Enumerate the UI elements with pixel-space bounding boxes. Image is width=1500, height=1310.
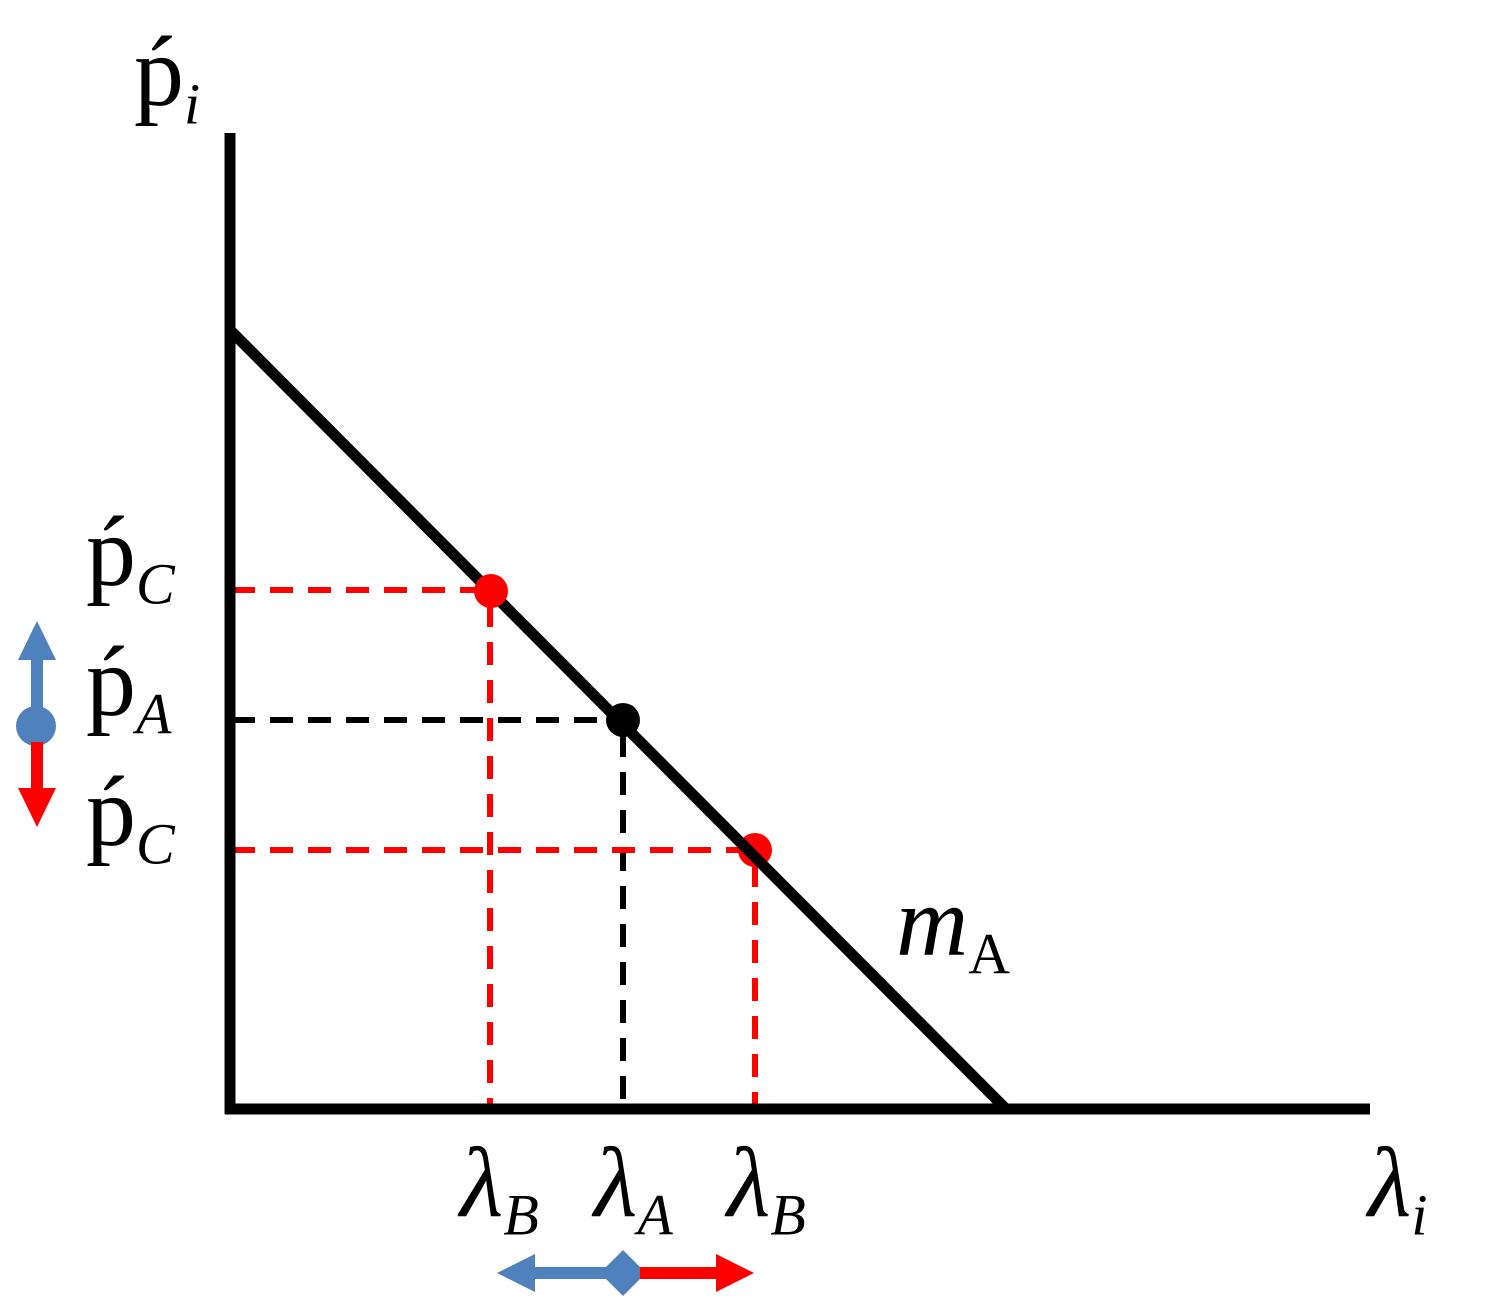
y-tick-pa: ṕA [86,632,171,744]
tick-symbol: ṕ [86,626,136,737]
tick-subscript: B [503,1182,539,1248]
y-tick-pc-lower: ṕC [86,762,175,874]
x-tick-lambda-a: λA [594,1133,673,1245]
lambda-diamond [600,1250,646,1296]
tick-symbol: λ [460,1127,504,1238]
tick-subscript: A [637,1182,673,1248]
y-axis-title: ṕi [134,22,200,134]
price-dot [16,706,56,746]
x-tick-lambda-b-left: λB [460,1133,539,1245]
point-c-upper [474,574,508,608]
tick-subscript: C [136,551,175,617]
x-axis-title: λi [1368,1133,1427,1245]
tick-symbol: ṕ [86,756,136,867]
lambda-shift-indicator [497,1250,754,1296]
tick-symbol: λ [727,1127,771,1238]
x-tick-lambda-b-right: λB [727,1133,806,1245]
x-axis-title-subscript: i [1411,1182,1428,1248]
tick-symbol: λ [594,1127,638,1238]
line-label-subscript: A [968,921,1011,987]
y-tick-pc-upper: ṕC [86,502,175,614]
x-axis-title-symbol: λ [1368,1127,1412,1238]
right-arrow-icon [716,1254,754,1292]
up-arrow-icon [18,621,56,660]
left-arrow-icon [497,1254,535,1292]
price-shift-indicator [16,621,56,827]
budget-line-label: mA [896,872,1010,984]
tick-subscript: C [136,811,175,877]
line-label-symbol: m [896,866,969,977]
point-a [606,703,640,737]
tick-subscript: B [770,1182,806,1248]
y-axis-title-subscript: i [184,71,201,137]
tick-subscript: A [136,681,172,747]
y-axis-title-symbol: ṕ [134,16,184,127]
tick-symbol: ṕ [86,496,136,607]
down-arrow-icon [18,788,56,827]
